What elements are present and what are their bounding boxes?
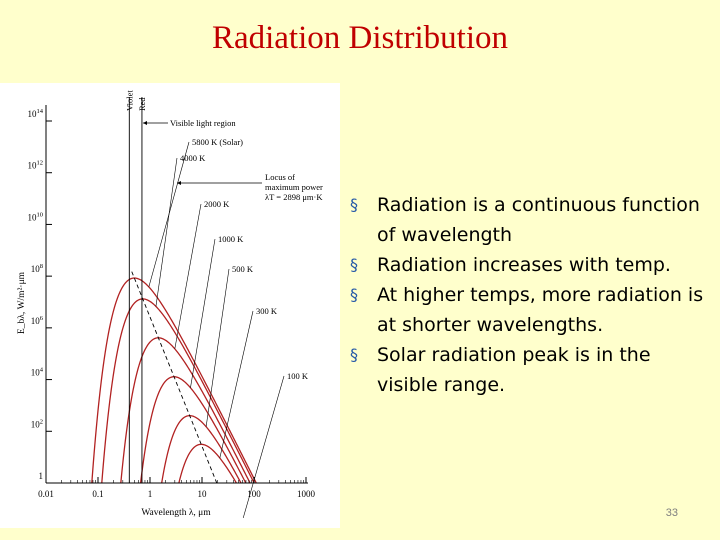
y-tick-label: 1014 (28, 108, 44, 119)
locus-line (131, 271, 218, 483)
label-4000k: 4000 K (180, 153, 206, 163)
y-tick-label: 102 (31, 418, 43, 429)
curve-5800k (91, 277, 257, 483)
x-axis-label: Wavelength λ, μm (141, 508, 211, 518)
violet-label: Violet (124, 90, 134, 111)
label-1000k-leader (190, 238, 216, 388)
square-bullet-icon: § (350, 285, 358, 304)
x-tick-label: 100 (247, 489, 261, 499)
page-number: 33 (665, 507, 678, 519)
y-tick-label: 1 (39, 471, 44, 481)
curve-300k (178, 443, 238, 483)
x-tick-label: 1 (148, 489, 153, 499)
visible-region-label: Visible light region (170, 118, 236, 128)
x-tick-label: 0.01 (38, 489, 54, 499)
visible-region-group: Violet Red (124, 90, 147, 483)
bullet-item: § At higher temps, more radiation is at s… (348, 280, 708, 340)
bullet-list: § Radiation is a continuous function of w… (348, 190, 708, 400)
label-2000k: 2000 K (204, 199, 230, 209)
y-axis-label: E_bλ, W/m²·μm (17, 271, 27, 334)
locus-label-line: Locus of (265, 172, 295, 182)
label-500k: 500 K (232, 264, 254, 274)
chart-svg: Violet Red 0.01 0.1 1 10 100 1000 1 102 104 106 108… (17, 90, 323, 519)
y-tick-label: 1010 (28, 211, 44, 222)
x-tick-label: 10 (198, 489, 208, 499)
label-300k: 300 K (256, 306, 278, 316)
label-2000k-leader (174, 203, 202, 349)
curve-4000k (101, 298, 255, 483)
label-1000k: 1000 K (218, 234, 244, 244)
label-4000k-leader (155, 157, 178, 307)
y-tick-label: 1012 (28, 160, 44, 171)
y-tick-label: 104 (31, 367, 44, 378)
bullet-item: § Radiation increases with temp. (348, 250, 708, 280)
bullet-item: § Solar radiation peak is in the visible … (348, 340, 708, 400)
red-label: Red (137, 97, 147, 111)
square-bullet-icon: § (350, 195, 358, 214)
bullet-text: Radiation is a continuous function of wa… (377, 194, 700, 246)
square-bullet-icon: § (350, 345, 358, 364)
curve-1000k (139, 376, 247, 483)
slide-title: Radiation Distribution (211, 20, 509, 56)
label-300k-leader (219, 310, 254, 459)
label-100k-leader (242, 375, 285, 519)
bullet-text: At higher temps, more radiation is at sh… (377, 284, 704, 336)
locus-label-line: λT = 2898 μm·K (265, 192, 323, 202)
bullet-item: § Radiation is a continuous function of w… (348, 190, 708, 250)
label-100k: 100 K (287, 371, 309, 381)
locus-label-line: maximum power (265, 182, 323, 192)
locus-group (131, 271, 218, 483)
y-tick-label: 106 (31, 315, 44, 326)
curve-500k (161, 415, 242, 483)
curve-2000k (120, 337, 251, 483)
square-bullet-icon: § (350, 255, 358, 274)
annotations-group: 5800 K (Solar) 4000 K 2000 K 1000 K 500 K 300… (142, 118, 323, 519)
blackbody-chart: Violet Red 0.01 0.1 1 10 100 1000 1 102 104 106 108… (0, 83, 340, 528)
bullet-text: Solar radiation peak is in the visible r… (377, 344, 651, 396)
x-tick-label: 0.1 (92, 489, 103, 499)
y-tick-label: 108 (31, 263, 43, 274)
label-5800k: 5800 K (Solar) (192, 137, 243, 147)
bullet-text: Radiation increases with temp. (377, 254, 671, 276)
curves-group (91, 277, 257, 483)
label-500k-leader (205, 268, 230, 427)
x-tick-label: 1000 (297, 489, 316, 499)
